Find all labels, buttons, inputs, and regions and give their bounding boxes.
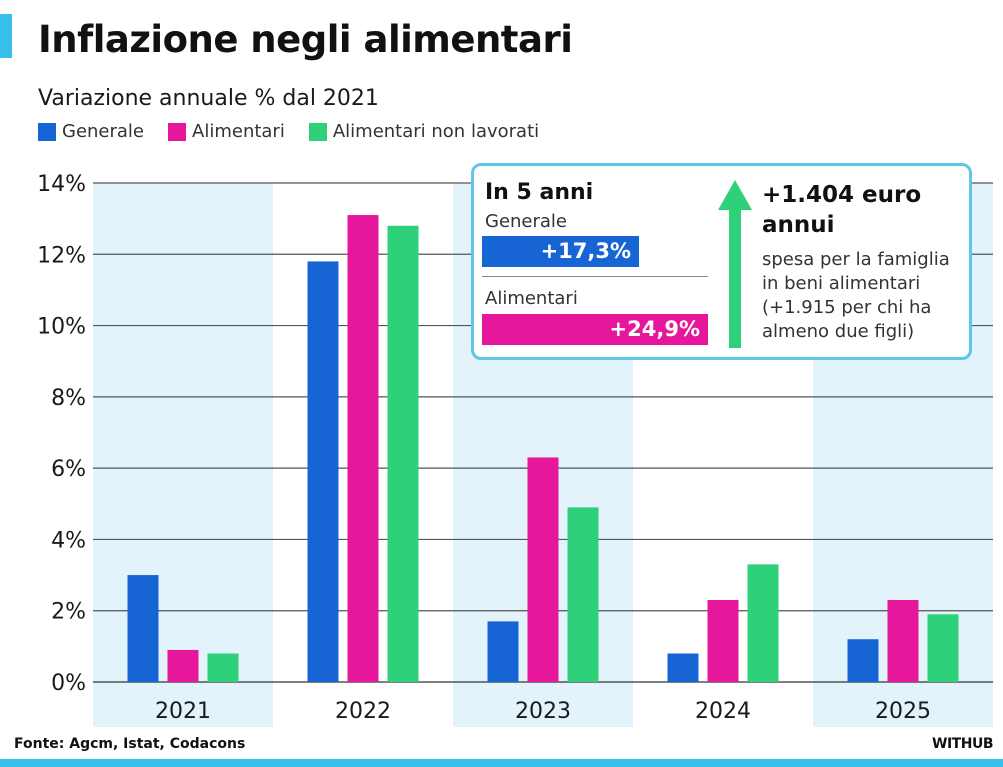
category-band-2021 xyxy=(93,183,273,727)
legend-label-non-lavorati: Alimentari non lavorati xyxy=(332,121,540,142)
legend-label-alimentari: Alimentari xyxy=(192,121,285,142)
x-tick-label: 2023 xyxy=(515,699,571,724)
info-alimentari-label: Alimentari xyxy=(485,288,578,309)
legend-label-generale: Generale xyxy=(62,121,145,142)
legend-item-generale: Generale xyxy=(38,121,144,142)
legend: Generale Alimentari Alimentari non lavor… xyxy=(38,121,539,142)
y-tick-label: 12% xyxy=(37,243,86,268)
info-alimentari-bar: +24,9% xyxy=(482,314,708,345)
info-divider xyxy=(482,276,708,277)
bar-generale-2023 xyxy=(487,621,519,682)
legend-swatch-alimentari xyxy=(168,122,187,141)
y-tick-label: 14% xyxy=(37,172,86,197)
y-tick-label: 4% xyxy=(51,528,86,553)
bar-alimentari-2022 xyxy=(347,215,379,683)
info-description: spesa per la famiglia in beni alimentari… xyxy=(762,249,950,342)
brand-logo: WITHUB xyxy=(932,736,993,752)
info-amount: +1.404 euro annui xyxy=(762,182,922,238)
y-tick-label: 6% xyxy=(51,457,86,482)
x-tick-label: 2024 xyxy=(695,699,751,724)
bar-alimentari-non-lavorati-2022 xyxy=(387,225,419,682)
title-accent-bar xyxy=(0,14,12,58)
bar-alimentari-2021 xyxy=(167,649,199,682)
x-tick-label: 2022 xyxy=(335,699,391,724)
y-tick-label: 0% xyxy=(51,671,86,696)
info-generale-bar: +17,3% xyxy=(482,236,640,267)
legend-swatch-generale xyxy=(38,122,56,141)
x-tick-label: 2025 xyxy=(875,699,931,724)
y-tick-label: 10% xyxy=(37,315,86,340)
bar-generale-2022 xyxy=(307,261,339,682)
up-arrow-icon xyxy=(718,180,752,348)
x-tick-label: 2021 xyxy=(155,699,211,724)
source-note: Fonte: Agcm, Istat, Codacons xyxy=(14,736,246,752)
bar-alimentari-non-lavorati-2024 xyxy=(747,564,779,682)
bar-generale-2025 xyxy=(847,639,879,682)
bar-alimentari-non-lavorati-2021 xyxy=(207,653,239,682)
legend-item-alimentari: Alimentari xyxy=(168,121,285,142)
bar-alimentari-2023 xyxy=(527,457,559,682)
chart-subtitle: Variazione annuale % dal 2021 xyxy=(38,86,379,111)
y-tick-label: 8% xyxy=(51,386,86,411)
bar-chart: 0% 2% 4% 6% 8% 10% 12% 14% 2021 2022 2023 2024 2025 xyxy=(37,172,993,727)
bar-generale-2024 xyxy=(667,653,699,682)
info-generale-label: Generale xyxy=(485,211,568,232)
info-box: In 5 anni Generale +17,3% Alimentari +24… xyxy=(471,163,972,360)
bar-alimentari-2025 xyxy=(887,600,919,682)
chart-title: Inflazione negli alimentari xyxy=(38,18,573,61)
bar-alimentari-2024 xyxy=(707,600,739,682)
legend-item-non-lavorati: Alimentari non lavorati xyxy=(308,121,540,142)
bar-alimentari-non-lavorati-2023 xyxy=(567,507,599,682)
info-box-heading: In 5 anni xyxy=(485,180,594,205)
legend-swatch-non-lavorati xyxy=(308,122,327,141)
bar-generale-2021 xyxy=(127,575,159,682)
y-tick-label: 2% xyxy=(51,600,86,625)
bar-alimentari-non-lavorati-2025 xyxy=(927,614,959,682)
bottom-accent-bar xyxy=(0,759,1003,767)
